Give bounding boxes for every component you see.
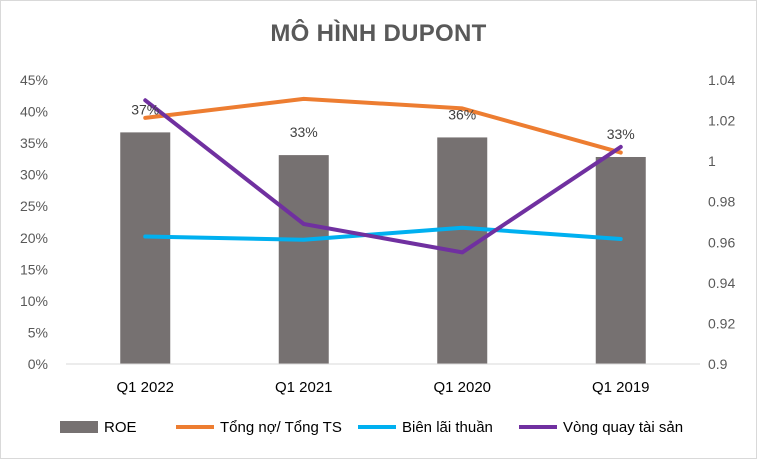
- legend-label: Vòng quay tài sản: [563, 419, 683, 436]
- legend-label: Biên lãi thuần: [402, 419, 493, 436]
- left-tick-label: 10%: [20, 293, 48, 309]
- left-tick-label: 25%: [20, 198, 48, 214]
- legend-label: ROE: [104, 419, 137, 436]
- line-v-ng-quay-t-i-s-n: [143, 98, 623, 255]
- category-label: Q1 2019: [592, 379, 650, 396]
- right-tick-label: 0.98: [708, 194, 735, 210]
- roe-bar: [595, 156, 646, 364]
- roe-bar: [278, 155, 329, 364]
- legend: ROE Tổng nợ/ Tổng TS Biên lãi thuần Vòng qu…: [60, 419, 683, 436]
- line-bi-n-l-i-thu-n: [143, 225, 623, 242]
- category-label: Q1 2021: [275, 379, 333, 396]
- roe-data-label: 36%: [448, 106, 476, 122]
- roe-data-label: 37%: [131, 101, 159, 117]
- left-tick-label: 0%: [28, 356, 48, 372]
- roe-bar: [120, 132, 171, 364]
- category-label: Q1 2020: [433, 379, 491, 396]
- left-tick-label: 45%: [20, 72, 48, 88]
- x-axis: Q1 2022 Q1 2021 Q1 2020 Q1 2019: [116, 379, 649, 396]
- left-tick-label: 20%: [20, 230, 48, 246]
- roe-data-labels: 37% 33% 36% 33%: [131, 101, 635, 142]
- roe-bars: [120, 132, 646, 364]
- roe-data-label: 33%: [607, 126, 635, 142]
- right-tick-label: 1.02: [708, 113, 735, 129]
- line-t-ng-n-t-ng-ts: [143, 96, 623, 155]
- right-tick-label: 0.94: [708, 275, 735, 291]
- roe-data-label: 33%: [290, 124, 318, 140]
- legend-swatch-roe: [60, 421, 98, 433]
- left-axis: 0% 5% 10% 15% 20% 25% 30% 35% 40% 45%: [20, 72, 48, 372]
- right-tick-label: 1: [708, 153, 716, 169]
- right-tick-label: 0.9: [708, 356, 728, 372]
- left-tick-label: 5%: [28, 324, 48, 340]
- left-tick-label: 15%: [20, 261, 48, 277]
- line-series: [143, 96, 623, 255]
- right-tick-label: 0.96: [708, 234, 735, 250]
- right-tick-label: 0.92: [708, 315, 735, 331]
- right-tick-label: 1.04: [708, 72, 735, 88]
- category-label: Q1 2022: [116, 379, 174, 396]
- right-axis: 0.9 0.92 0.94 0.96 0.98 1 1.02 1.04: [708, 72, 735, 372]
- chart-title: MÔ HÌNH DUPONT: [270, 20, 487, 47]
- legend-label: Tổng nợ/ Tổng TS: [220, 419, 342, 436]
- left-tick-label: 40%: [20, 104, 48, 120]
- left-tick-label: 35%: [20, 135, 48, 151]
- left-tick-label: 30%: [20, 167, 48, 183]
